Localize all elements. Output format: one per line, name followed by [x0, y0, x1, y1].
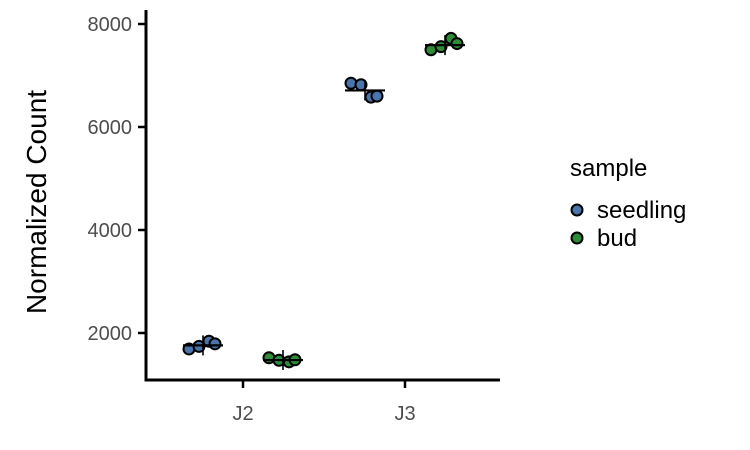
y-tick-label: 6000: [88, 117, 133, 139]
legend-title: sample: [570, 155, 647, 182]
data-point: [370, 89, 384, 103]
y-axis-title: Normalized Count: [21, 90, 52, 314]
y-tick-label: 2000: [88, 323, 133, 345]
legend-label-seedling: seedling: [597, 197, 686, 224]
legend-label-bud: bud: [597, 225, 637, 252]
axes: [144, 10, 500, 382]
legend-key-bud: [570, 231, 584, 245]
x-tick-label: J2: [232, 403, 253, 425]
x-tick-label: J3: [394, 403, 415, 425]
series-bud: [262, 31, 465, 371]
y-tick-label: 8000: [88, 14, 133, 36]
legend-key-seedling: [570, 203, 584, 217]
y-tick-label: 4000: [88, 220, 133, 242]
x-axis-ticks: J2 J3: [232, 380, 416, 425]
data-point: [208, 337, 222, 351]
plot-area: [182, 31, 465, 371]
y-axis-ticks: 2000 4000 6000 8000: [88, 14, 146, 345]
data-point: [450, 37, 464, 51]
series-seedling: [182, 76, 385, 356]
data-point: [434, 40, 448, 54]
